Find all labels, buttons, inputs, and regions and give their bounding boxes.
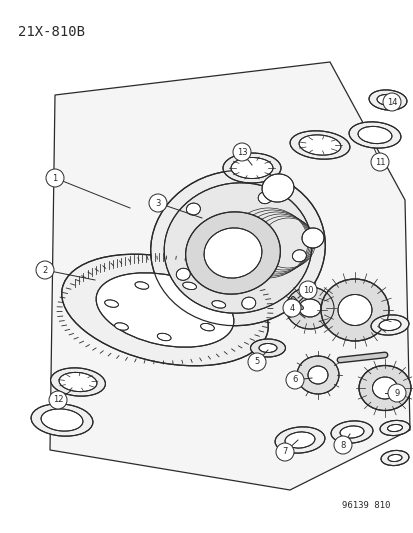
Ellipse shape (380, 450, 408, 465)
Ellipse shape (104, 300, 118, 308)
Ellipse shape (211, 301, 225, 308)
Ellipse shape (157, 333, 171, 341)
Ellipse shape (296, 356, 338, 394)
Ellipse shape (241, 297, 255, 309)
Text: 12: 12 (52, 395, 63, 405)
Ellipse shape (261, 174, 293, 202)
Ellipse shape (376, 94, 398, 106)
Text: 1: 1 (52, 174, 57, 182)
Ellipse shape (290, 131, 349, 159)
Ellipse shape (387, 424, 401, 432)
Ellipse shape (59, 373, 97, 392)
Ellipse shape (379, 421, 409, 435)
Circle shape (149, 194, 166, 212)
Text: 6: 6 (292, 376, 297, 384)
Ellipse shape (230, 157, 272, 179)
Ellipse shape (292, 250, 306, 262)
Circle shape (285, 371, 303, 389)
Ellipse shape (62, 254, 268, 366)
Ellipse shape (259, 343, 276, 352)
Text: 2: 2 (42, 265, 47, 274)
Ellipse shape (285, 432, 314, 448)
Ellipse shape (358, 366, 410, 410)
Ellipse shape (186, 203, 200, 215)
Circle shape (387, 384, 405, 402)
Ellipse shape (204, 228, 261, 278)
Ellipse shape (150, 171, 325, 326)
Circle shape (49, 391, 67, 409)
Ellipse shape (50, 368, 105, 396)
Text: 4: 4 (289, 303, 294, 312)
Circle shape (298, 281, 316, 299)
Ellipse shape (176, 268, 190, 280)
Text: 96139 810: 96139 810 (341, 501, 389, 510)
Ellipse shape (357, 126, 391, 143)
Ellipse shape (164, 183, 311, 313)
Ellipse shape (372, 377, 396, 399)
Ellipse shape (301, 228, 323, 248)
Circle shape (275, 443, 293, 461)
Circle shape (382, 93, 400, 111)
Ellipse shape (330, 421, 372, 443)
Text: 3: 3 (155, 198, 160, 207)
Circle shape (370, 153, 388, 171)
Circle shape (46, 169, 64, 187)
Ellipse shape (348, 122, 400, 148)
Ellipse shape (31, 404, 93, 436)
Ellipse shape (114, 323, 128, 330)
Text: 13: 13 (236, 148, 247, 157)
Text: 14: 14 (386, 98, 396, 107)
Ellipse shape (41, 409, 83, 431)
Ellipse shape (368, 90, 406, 110)
Ellipse shape (285, 287, 333, 329)
Text: 10: 10 (302, 286, 313, 295)
Ellipse shape (378, 319, 400, 330)
Ellipse shape (182, 282, 196, 289)
Ellipse shape (339, 426, 363, 438)
Ellipse shape (274, 427, 324, 453)
Circle shape (233, 143, 250, 161)
Text: 11: 11 (374, 157, 385, 166)
Circle shape (247, 353, 266, 371)
Ellipse shape (320, 279, 388, 341)
Ellipse shape (370, 315, 408, 335)
Ellipse shape (135, 282, 148, 289)
Ellipse shape (96, 273, 233, 347)
Circle shape (333, 436, 351, 454)
Ellipse shape (250, 339, 285, 357)
Ellipse shape (200, 324, 214, 331)
Ellipse shape (223, 153, 280, 183)
Text: 5: 5 (254, 358, 259, 367)
Text: 9: 9 (394, 389, 399, 398)
Text: 21X-810B: 21X-810B (18, 25, 85, 39)
Polygon shape (50, 62, 409, 490)
Circle shape (36, 261, 54, 279)
Text: 8: 8 (339, 440, 345, 449)
Circle shape (282, 299, 300, 317)
Text: 7: 7 (282, 448, 287, 456)
Ellipse shape (337, 295, 371, 326)
Ellipse shape (307, 366, 327, 384)
Ellipse shape (298, 299, 320, 317)
Ellipse shape (387, 455, 401, 462)
Ellipse shape (258, 192, 271, 204)
Ellipse shape (185, 212, 280, 294)
Ellipse shape (298, 135, 340, 155)
